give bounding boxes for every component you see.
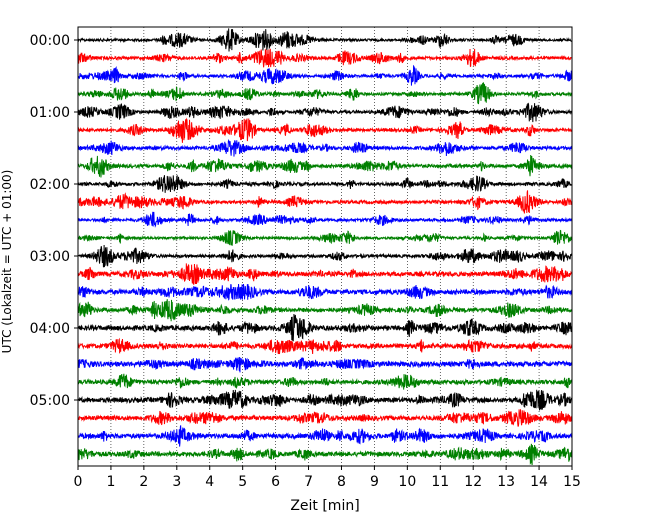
x-tick-label: 13 — [497, 474, 515, 490]
trace-row-22 — [77, 425, 573, 447]
x-tick-label: 12 — [464, 474, 482, 490]
x-tick-label: 1 — [106, 474, 115, 490]
trace-row-18 — [77, 357, 573, 373]
y-tick-label: 04:00 — [30, 321, 70, 337]
trace-row-8 — [77, 174, 573, 193]
plot-frame — [77, 26, 573, 467]
trace-row-23 — [77, 443, 573, 466]
x-tick-label: 6 — [271, 474, 280, 490]
seismic-traces — [77, 28, 573, 466]
trace-row-16 — [77, 313, 573, 342]
x-tick-label: 14 — [530, 474, 548, 490]
trace-row-13 — [77, 263, 573, 285]
trace-row-7 — [77, 154, 573, 178]
trace-row-11 — [77, 229, 573, 246]
x-tick-label: 5 — [238, 474, 247, 490]
trace-row-20 — [77, 389, 573, 411]
trace-row-3 — [77, 82, 573, 105]
x-tick-label: 8 — [337, 474, 346, 490]
x-tick-label: 2 — [139, 474, 148, 490]
y-tick-label: 03:00 — [30, 249, 70, 265]
x-tick-label: 4 — [205, 474, 214, 490]
x-tick-label: 10 — [398, 474, 416, 490]
y-axis-ticks: 00:00 01:00 02:00 03:00 04:00 05:00 — [30, 33, 78, 409]
x-axis-label: Zeit [min] — [290, 498, 359, 514]
trace-row-15 — [77, 299, 573, 322]
trace-row-5 — [77, 117, 573, 143]
x-tick-label: 15 — [563, 474, 581, 490]
y-tick-label: 00:00 — [30, 33, 70, 49]
trace-row-2 — [77, 64, 573, 86]
trace-row-14 — [77, 283, 573, 301]
y-axis-label: UTC (Lokalzeit = UTC + 01:00) — [0, 170, 14, 354]
y-tick-label: 05:00 — [30, 393, 70, 409]
y-tick-label: 01:00 — [30, 105, 70, 121]
x-tick-label: 11 — [431, 474, 449, 490]
x-tick-label: 9 — [370, 474, 379, 490]
trace-row-0 — [77, 28, 573, 52]
trace-row-19 — [77, 373, 573, 390]
trace-row-10 — [77, 211, 573, 228]
trace-row-17 — [77, 337, 573, 355]
trace-row-1 — [77, 48, 573, 68]
y-tick-label: 02:00 — [30, 177, 70, 193]
x-tick-label: 3 — [172, 474, 181, 490]
trace-row-4 — [77, 102, 573, 123]
trace-row-6 — [77, 138, 573, 157]
x-tick-label: 7 — [304, 474, 313, 490]
trace-row-9 — [77, 190, 573, 214]
trace-row-21 — [77, 409, 573, 427]
x-tick-label: 0 — [74, 474, 83, 490]
x-axis-ticks: 0 1 2 3 4 5 6 7 8 9 10 11 12 13 14 15 — [74, 466, 581, 490]
trace-row-12 — [77, 244, 573, 268]
